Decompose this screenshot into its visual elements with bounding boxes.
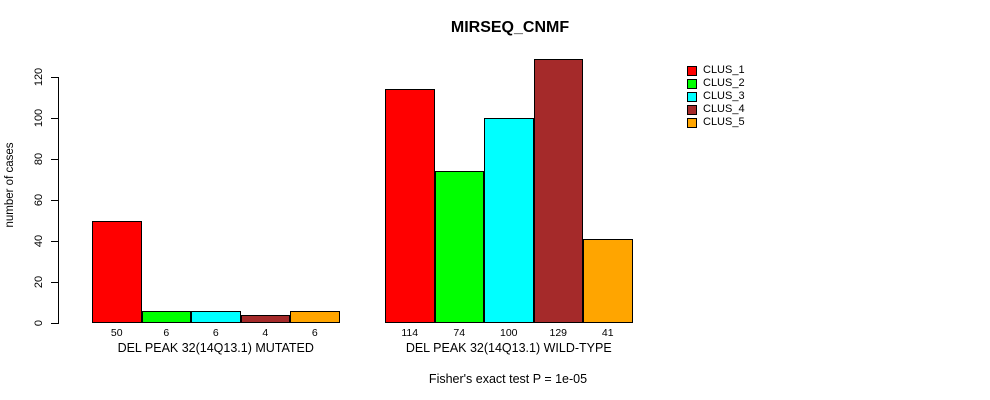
chart-title: MIRSEQ_CNMF <box>450 19 570 36</box>
y-axis-tick-label: 40 <box>33 234 45 248</box>
legend-color-swatch <box>687 117 697 128</box>
group-label-wildtype: DEL PEAK 32(14Q13.1) WILD-TYPE <box>405 341 612 355</box>
y-axis-tick-label: 0 <box>33 319 45 327</box>
legend-item: CLUS_3 <box>687 90 745 103</box>
y-axis-tick-label: 20 <box>33 275 45 289</box>
bar-value-label: 114 <box>401 327 419 339</box>
bar-value-label: 6 <box>163 327 170 339</box>
bar-clus_5 <box>290 310 340 323</box>
bar-value-label: 6 <box>212 327 219 339</box>
y-axis-tick <box>51 118 58 119</box>
legend-item-label: CLUS_1 <box>703 64 745 76</box>
annotation-text: Fisher's exact test P = 1e-05 <box>428 372 588 386</box>
y-axis-tick <box>51 323 58 324</box>
y-axis-tick <box>51 159 58 160</box>
y-axis-tick-label: 120 <box>33 67 45 87</box>
bar-clus_5 <box>583 238 633 323</box>
bar-clus_3 <box>484 118 534 323</box>
legend-item: CLUS_5 <box>687 116 745 129</box>
y-axis-tick <box>51 282 58 283</box>
y-axis-tick-label: 60 <box>33 193 45 207</box>
y-axis-tick <box>51 241 58 242</box>
group-label-mutated: DEL PEAK 32(14Q13.1) MUTATED <box>117 341 314 355</box>
bar-value-label: 100 <box>499 327 518 339</box>
bar-value-label: 129 <box>549 327 568 339</box>
legend-item-label: CLUS_3 <box>703 90 745 102</box>
bar-clus_1 <box>385 89 435 323</box>
y-axis-title: number of cases <box>4 142 16 228</box>
legend-item: CLUS_1 <box>687 64 745 77</box>
bar-value-label: 74 <box>453 327 466 339</box>
legend-item-label: CLUS_4 <box>703 103 745 115</box>
bar-clus_4 <box>240 314 290 323</box>
legend-color-swatch <box>687 78 697 89</box>
legend-item: CLUS_2 <box>687 77 745 90</box>
legend-color-swatch <box>687 65 697 76</box>
bar-clus_2 <box>141 310 191 323</box>
legend: CLUS_1 CLUS_2 CLUS_3 CLUS_4 CLUS_5 <box>687 64 745 129</box>
y-axis-tick-label: 100 <box>33 108 45 128</box>
legend-color-swatch <box>687 91 697 102</box>
bar-clus_3 <box>191 310 241 323</box>
bar-value-label: 50 <box>110 327 123 339</box>
bar-clus_1 <box>92 220 142 323</box>
bar-clus_4 <box>533 58 583 323</box>
legend-item-label: CLUS_2 <box>703 77 745 89</box>
y-axis-tick <box>51 77 58 78</box>
y-axis-tick-label: 80 <box>33 152 45 166</box>
bar-value-label: 4 <box>262 327 269 339</box>
bar-clus_2 <box>434 171 484 323</box>
legend-item: CLUS_4 <box>687 103 745 116</box>
legend-item-label: CLUS_5 <box>703 116 745 128</box>
legend-color-swatch <box>687 104 697 115</box>
bar-value-label: 6 <box>311 327 318 339</box>
y-axis-line <box>58 77 59 324</box>
y-axis-tick <box>51 200 58 201</box>
bar-value-label: 41 <box>601 327 614 339</box>
